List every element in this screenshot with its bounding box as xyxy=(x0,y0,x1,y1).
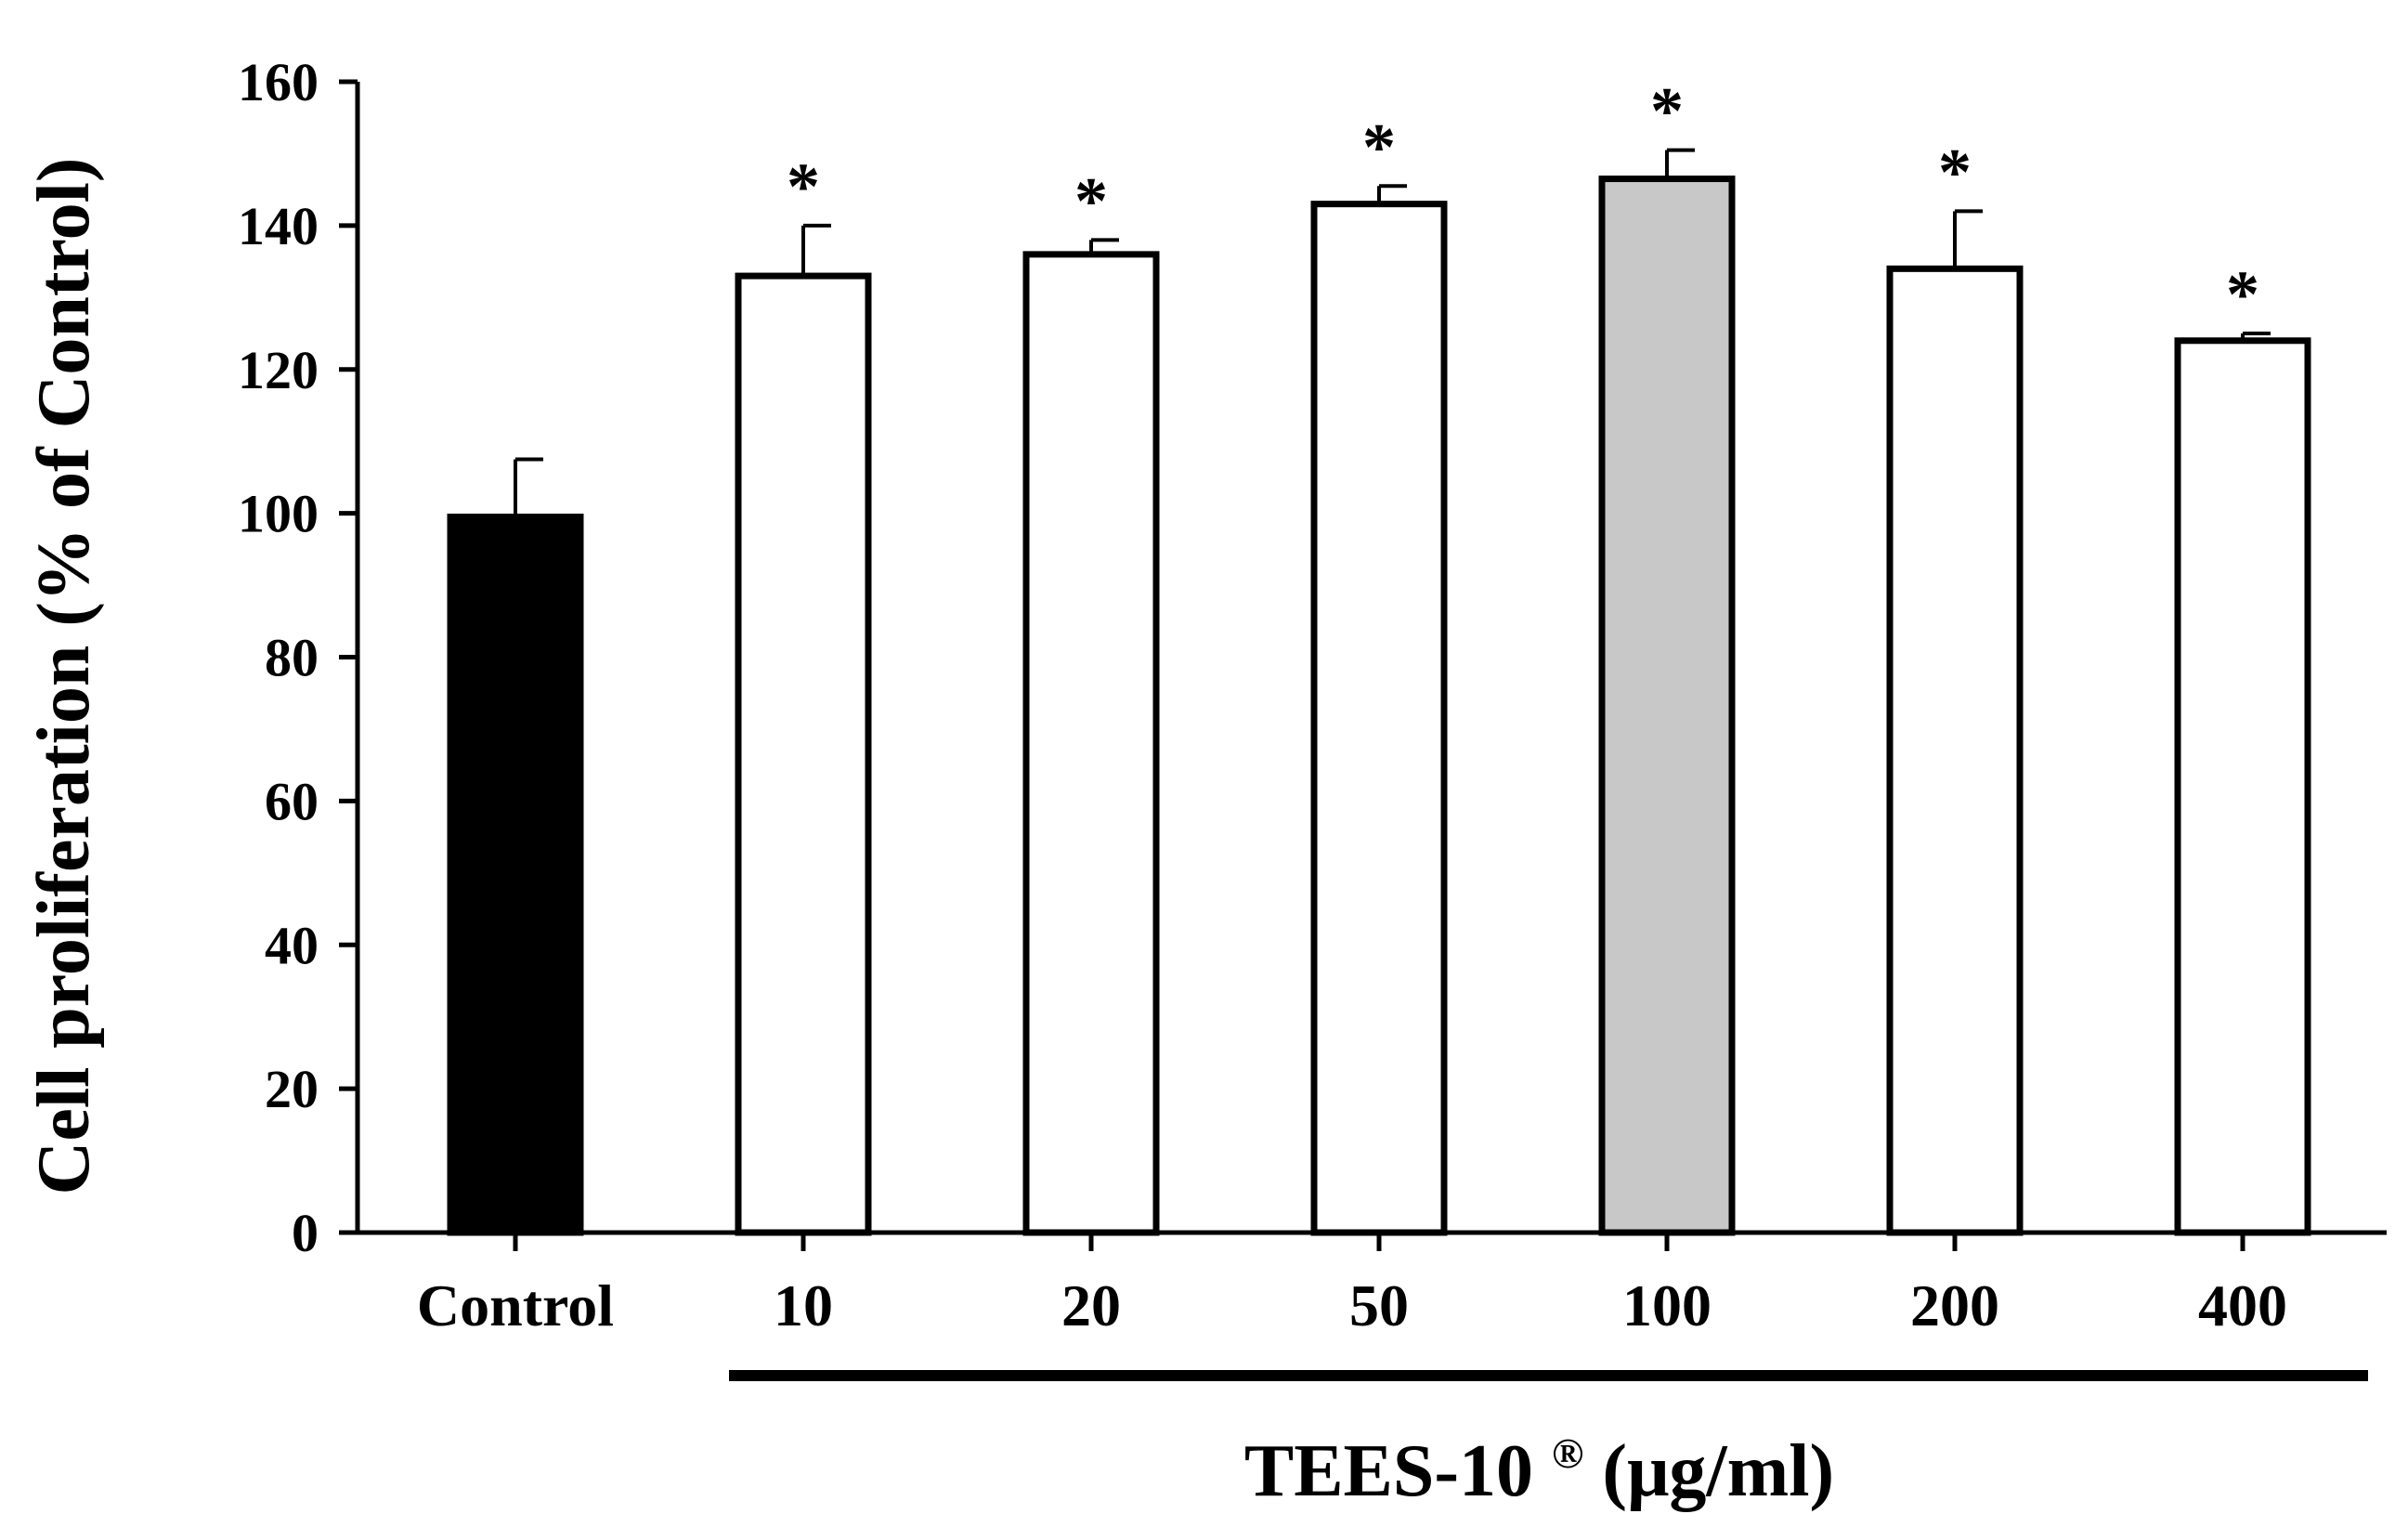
x-tick-label-Control: Control xyxy=(417,1272,614,1338)
bar-20 xyxy=(1022,251,1160,1236)
y-tick-label: 20 xyxy=(265,1059,319,1119)
treatment-group-bracket xyxy=(729,1370,2368,1381)
x-tick-label-200: 200 xyxy=(1910,1272,1999,1338)
bar-400 xyxy=(2174,337,2311,1236)
x-axis-ticks: Control 10 20 50 100 200 400 xyxy=(417,1233,2287,1338)
significance-star: * xyxy=(1650,74,1684,149)
x-axis-title-superscript: ® xyxy=(1552,1429,1583,1477)
significance-star: * xyxy=(1938,135,1972,209)
bar-Control xyxy=(447,513,584,1236)
y-tick-label: 60 xyxy=(265,771,319,831)
significance-markers: * * * * * * xyxy=(787,74,2259,332)
y-axis-title: Cell proliferation (% of Control) xyxy=(23,158,105,1195)
bar-200 xyxy=(1886,265,2024,1236)
y-tick-label: 120 xyxy=(238,340,319,400)
error-bars xyxy=(514,148,2271,517)
bar-100 xyxy=(1598,176,1736,1236)
x-axis-title-unit: (μg/ml) xyxy=(1602,1430,1834,1512)
y-tick-label: 160 xyxy=(238,52,319,112)
significance-star: * xyxy=(1074,163,1108,238)
x-axis-title: TEES-10 ® (μg/ml) xyxy=(1244,1403,1834,1512)
y-axis-ticks: 0 20 40 60 80 100 120 140 160 xyxy=(238,52,358,1263)
significance-star: * xyxy=(787,150,820,224)
y-tick-label: 100 xyxy=(238,484,319,544)
x-tick-label-50: 50 xyxy=(1349,1272,1409,1338)
y-tick-label: 0 xyxy=(292,1203,319,1263)
y-tick-label: 40 xyxy=(265,915,319,975)
significance-star: * xyxy=(1362,110,1396,184)
x-tick-label-400: 400 xyxy=(2198,1272,2287,1338)
bars xyxy=(447,176,2311,1236)
x-tick-label-20: 20 xyxy=(1061,1272,1121,1338)
y-tick-label: 80 xyxy=(265,628,319,688)
bar-10 xyxy=(735,272,872,1236)
x-axis-title-name: TEES-10 xyxy=(1244,1430,1533,1512)
x-tick-label-10: 10 xyxy=(774,1272,833,1338)
y-tick-label: 140 xyxy=(238,196,319,256)
x-tick-label-100: 100 xyxy=(1622,1272,1712,1338)
significance-star: * xyxy=(2226,257,2259,332)
bar-50 xyxy=(1310,201,1448,1236)
